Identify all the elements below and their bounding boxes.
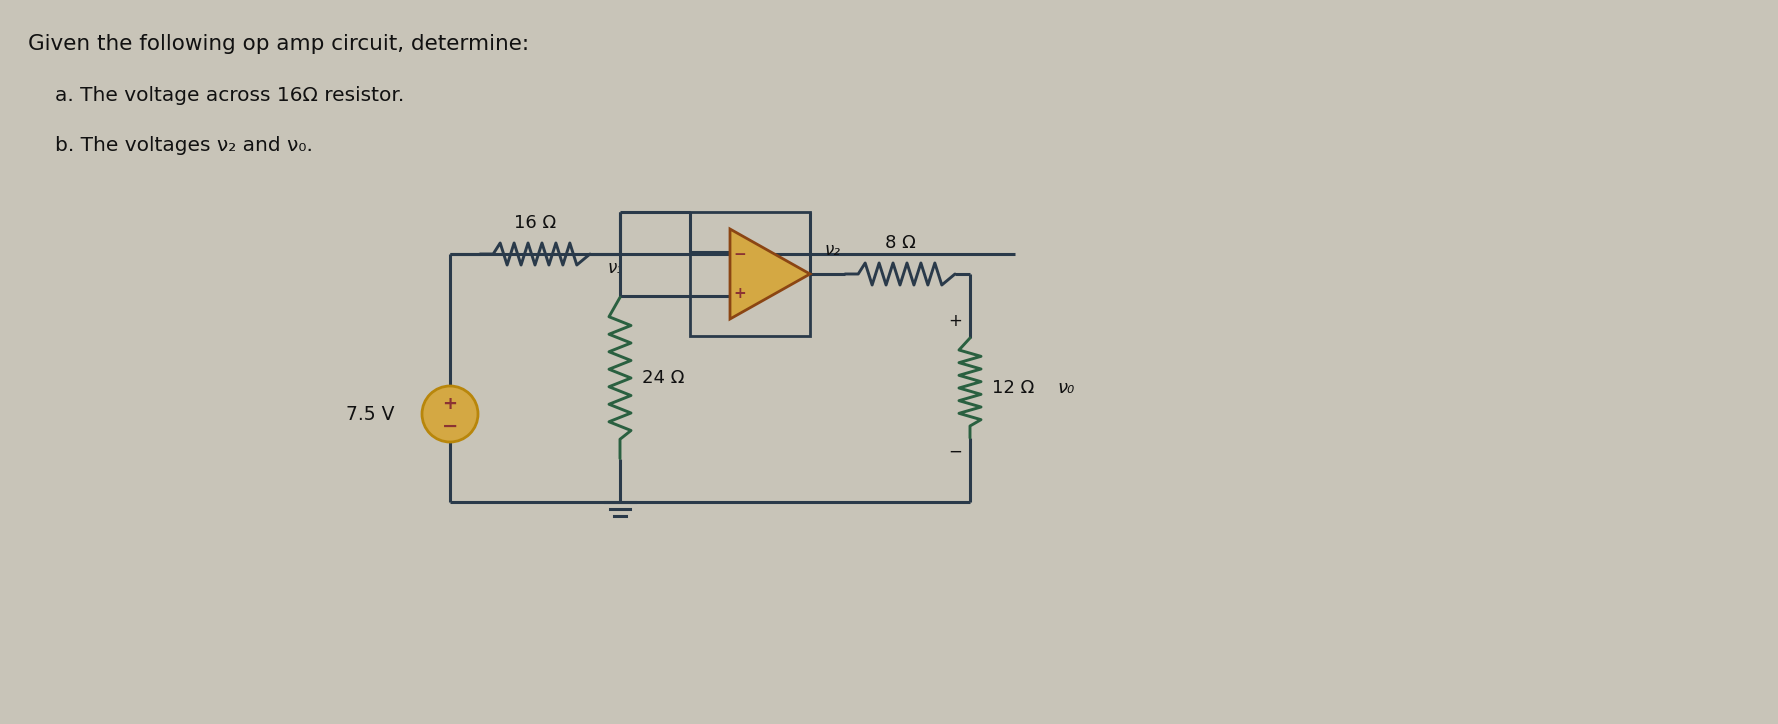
Text: ν₀: ν₀ bbox=[1056, 379, 1074, 397]
Text: +: + bbox=[734, 286, 747, 301]
Text: 12 Ω: 12 Ω bbox=[992, 379, 1035, 397]
Text: ν₁: ν₁ bbox=[606, 259, 622, 277]
Text: a. The voltage across 16Ω resistor.: a. The voltage across 16Ω resistor. bbox=[55, 86, 404, 105]
Text: Given the following op amp circuit, determine:: Given the following op amp circuit, dete… bbox=[28, 34, 530, 54]
Circle shape bbox=[421, 386, 478, 442]
Polygon shape bbox=[731, 229, 811, 319]
Text: −: − bbox=[441, 416, 459, 436]
Text: +: + bbox=[948, 312, 962, 330]
Text: 24 Ω: 24 Ω bbox=[642, 369, 685, 387]
Text: 16 Ω: 16 Ω bbox=[514, 214, 557, 232]
Bar bbox=[690, 212, 811, 336]
Text: +: + bbox=[443, 395, 457, 413]
Text: ν₂: ν₂ bbox=[825, 241, 841, 259]
Text: −: − bbox=[948, 443, 962, 461]
Text: −: − bbox=[734, 247, 747, 261]
Text: 7.5 V: 7.5 V bbox=[347, 405, 395, 424]
Text: b. The voltages ν₂ and ν₀.: b. The voltages ν₂ and ν₀. bbox=[55, 136, 313, 155]
Text: 8 Ω: 8 Ω bbox=[885, 234, 916, 252]
